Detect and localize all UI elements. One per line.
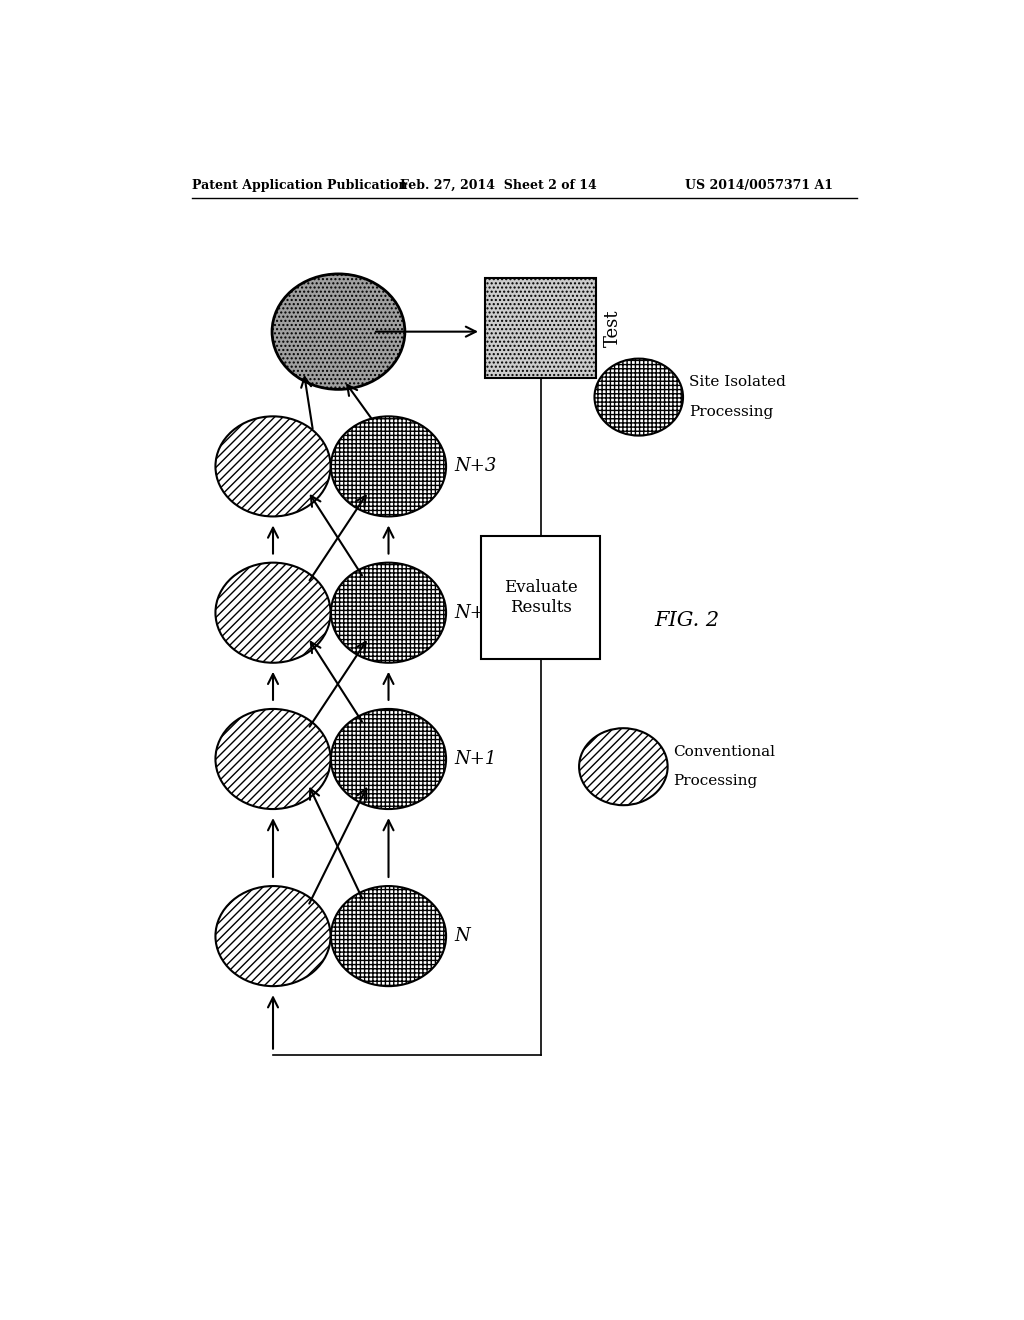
- Text: Processing: Processing: [674, 775, 758, 788]
- Text: N+3: N+3: [454, 458, 497, 475]
- Bar: [484, 277, 596, 378]
- Text: Site Isolated: Site Isolated: [689, 375, 785, 389]
- Ellipse shape: [331, 562, 446, 663]
- Text: N: N: [454, 927, 470, 945]
- Text: Evaluate
Results: Evaluate Results: [504, 579, 578, 615]
- Text: N+2: N+2: [454, 603, 497, 622]
- Text: US 2014/0057371 A1: US 2014/0057371 A1: [685, 178, 833, 191]
- Text: Processing: Processing: [689, 405, 773, 418]
- Ellipse shape: [331, 709, 446, 809]
- Bar: [481, 536, 600, 659]
- Text: FIG. 2: FIG. 2: [654, 611, 719, 630]
- Ellipse shape: [215, 709, 331, 809]
- Ellipse shape: [331, 416, 446, 516]
- Text: Patent Application Publication: Patent Application Publication: [193, 178, 408, 191]
- Text: N+1: N+1: [454, 750, 497, 768]
- Ellipse shape: [580, 729, 668, 805]
- Text: Feb. 27, 2014  Sheet 2 of 14: Feb. 27, 2014 Sheet 2 of 14: [400, 178, 597, 191]
- Ellipse shape: [272, 275, 404, 389]
- Ellipse shape: [215, 886, 331, 986]
- Ellipse shape: [215, 416, 331, 516]
- Text: Conventional: Conventional: [674, 744, 775, 759]
- Ellipse shape: [595, 359, 683, 436]
- Ellipse shape: [331, 886, 446, 986]
- Text: Test: Test: [604, 309, 623, 347]
- Ellipse shape: [215, 562, 331, 663]
